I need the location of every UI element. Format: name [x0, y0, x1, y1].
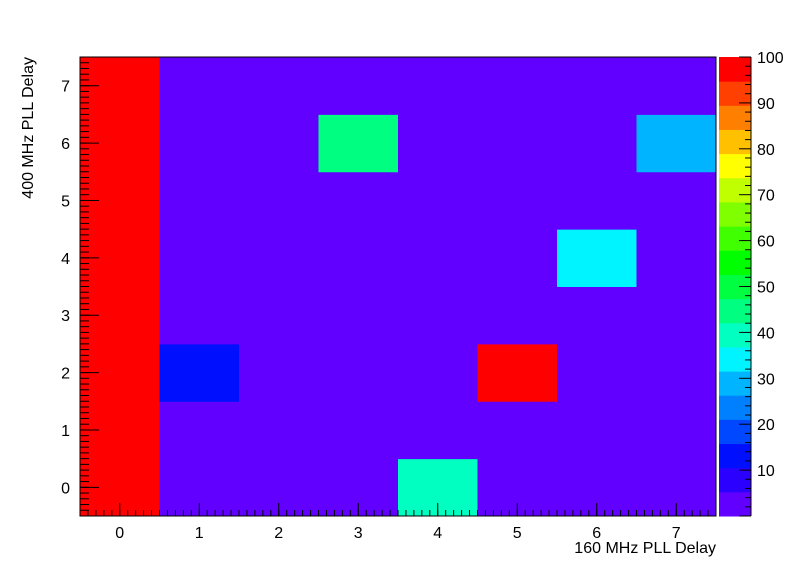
x-tick-label: 6 — [592, 525, 601, 542]
heatmap-cell — [239, 57, 319, 115]
color-scale-swatch — [719, 322, 751, 348]
heatmap-cell — [557, 57, 637, 115]
color-scale-tick-label: 50 — [757, 280, 775, 297]
heatmap-cell — [159, 286, 240, 345]
color-scale-tick-label: 90 — [757, 96, 775, 113]
color-scale-swatch — [719, 177, 751, 203]
heatmap-cell — [239, 401, 319, 460]
color-scale-swatch — [719, 105, 751, 130]
color-scale-tick-label: 80 — [757, 142, 775, 159]
y-tick-label: 2 — [61, 366, 70, 383]
color-scale-tick-label: 40 — [757, 325, 775, 342]
heatmap-cell — [636, 286, 717, 345]
x-axis-label: 160 MHz PLL Delay — [574, 540, 716, 557]
color-scale-tick-label: 30 — [757, 371, 775, 388]
color-scale-swatch — [719, 201, 751, 227]
heatmap-cell — [318, 114, 399, 173]
heatmap-cell — [318, 286, 399, 345]
y-tick-label: 1 — [61, 423, 70, 440]
heatmap-cell — [398, 343, 478, 402]
heatmap-cell — [318, 401, 399, 460]
color-scale-swatch — [719, 371, 751, 396]
x-tick-label: 1 — [195, 525, 204, 542]
y-tick-label: 0 — [61, 480, 70, 497]
heatmap-cell — [636, 343, 717, 402]
heatmap-cell — [557, 229, 637, 287]
heatmap-cell — [239, 229, 319, 287]
heatmap-cell — [318, 229, 399, 287]
heatmap-cell — [477, 343, 558, 402]
color-scale-tick-label: 10 — [757, 463, 775, 480]
heatmap-cell — [239, 286, 319, 345]
y-tick-label: 4 — [61, 251, 70, 268]
color-scale-swatch — [719, 129, 751, 155]
y-axis-label: 400 MHz PLL Delay — [20, 57, 37, 199]
color-scale-tick-label: 70 — [757, 188, 775, 205]
heatmap-cell — [636, 171, 717, 230]
heatmap-cell — [239, 343, 319, 402]
y-tick-label: 5 — [61, 193, 70, 210]
heatmap-cell — [398, 401, 478, 460]
heatmap-cell — [557, 343, 637, 402]
x-tick-label: 0 — [115, 525, 124, 542]
heatmap-cell — [318, 57, 399, 115]
heatmap-cell — [477, 401, 558, 460]
color-scale-swatch — [719, 491, 751, 517]
color-scale-swatch — [719, 395, 751, 420]
x-tick-label: 7 — [672, 525, 681, 542]
heatmap-cell — [477, 229, 558, 287]
heatmap-cell — [557, 171, 637, 230]
heatmap-cell — [398, 57, 478, 115]
x-tick-label: 4 — [433, 525, 442, 542]
heatmap-cell — [239, 114, 319, 173]
heatmap-cell — [398, 229, 478, 287]
color-scale-swatch — [719, 419, 751, 445]
y-tick-label: 7 — [61, 79, 70, 96]
color-scale-swatch — [719, 443, 751, 469]
x-tick-label: 5 — [513, 525, 522, 542]
color-scale-tick-label: 20 — [757, 417, 775, 434]
heatmap-cell — [557, 286, 637, 345]
color-scale-swatch — [719, 226, 751, 251]
heatmap-cell — [398, 171, 478, 230]
heatmap-cell — [636, 229, 717, 287]
axes: 0 1 2 3 4 5 6 7 0 1 2 3 4 5 6 7 — [61, 56, 717, 542]
heatmap-cell — [159, 401, 240, 460]
y-tick-label: 3 — [61, 308, 70, 325]
heatmap-cell — [239, 171, 319, 230]
heatmap-cell — [557, 114, 637, 173]
color-scale-swatch — [719, 57, 751, 82]
heatmap-cell — [636, 401, 717, 460]
heatmap-cell — [159, 171, 240, 230]
heatmap-cell — [398, 114, 478, 173]
heatmap-cell — [318, 171, 399, 230]
color-scale-swatch — [719, 250, 751, 275]
color-scale-swatch — [719, 298, 751, 324]
heatmap-cell — [557, 401, 637, 460]
heatmap-cell — [159, 114, 240, 173]
color-scale-bar: 10 20 30 40 50 60 70 80 90 100 — [719, 50, 784, 517]
y-tick-label: 6 — [61, 136, 70, 153]
color-scale-swatch — [719, 153, 751, 179]
heatmap-cell — [159, 57, 240, 115]
heatmap-cell — [398, 286, 478, 345]
heatmap-cells — [80, 57, 717, 517]
heatmap-cell — [477, 171, 558, 230]
heatmap-cell — [636, 114, 717, 173]
heatmap-cell — [636, 57, 717, 115]
x-tick-label: 3 — [354, 525, 363, 542]
heatmap-cell — [477, 114, 558, 173]
x-tick-label: 2 — [274, 525, 283, 542]
heatmap-cell — [477, 57, 558, 115]
heatmap-cell — [318, 343, 399, 402]
color-scale-tick-label: 60 — [757, 234, 775, 251]
heatmap-cell — [159, 343, 240, 402]
heatmap-cell — [477, 286, 558, 345]
heatmap-cell — [159, 229, 240, 287]
color-scale-tick-label: 100 — [757, 50, 784, 67]
